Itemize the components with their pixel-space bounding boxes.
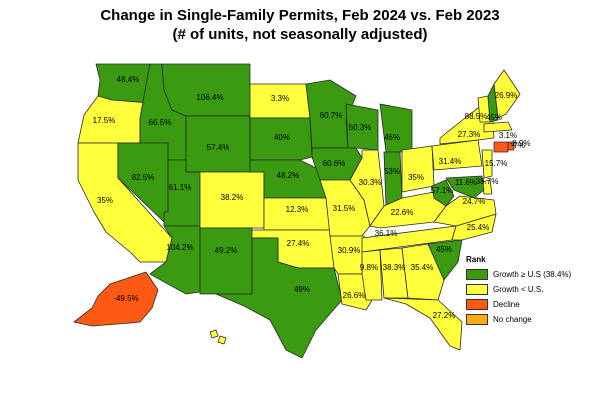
- state-mi: [379, 103, 413, 153]
- state-label-ga: 35.4%: [411, 263, 434, 272]
- legend-swatch: [466, 269, 488, 280]
- state-oh: [401, 145, 435, 193]
- state-label-tx: 49%: [294, 285, 310, 294]
- state-label-ri: -7%: [511, 141, 525, 150]
- state-ms: [361, 249, 383, 301]
- state-label-ar: 30.9%: [338, 246, 361, 255]
- state-label-nc: 25.4%: [467, 223, 490, 232]
- state-label-nv: 82.5%: [132, 173, 155, 182]
- state-nc: [451, 213, 497, 241]
- state-label-wv: 57.1%: [431, 186, 454, 195]
- state-label-mt: 106.4%: [196, 93, 223, 102]
- legend-swatch: [466, 299, 488, 310]
- state-nh: [487, 83, 499, 123]
- state-label-ny: 27.3%: [458, 130, 481, 139]
- legend-label: Decline: [493, 300, 520, 309]
- state-il: [349, 149, 385, 227]
- state-label-tn: 36.1%: [375, 229, 398, 238]
- legend-swatch: [466, 314, 488, 325]
- legend-label: Growth < U.S.: [493, 285, 544, 294]
- state-label-ct: -8.9%: [510, 139, 531, 148]
- state-label-fl: 27.2%: [433, 311, 456, 320]
- state-label-mi: 46%: [384, 133, 400, 142]
- state-label-il: 30.3%: [359, 178, 382, 187]
- state-hi: [209, 329, 227, 345]
- state-ct: [493, 141, 509, 153]
- state-label-ky: 22.6%: [391, 208, 414, 217]
- state-label-la: 26.6%: [343, 291, 366, 300]
- state-tx: [215, 237, 343, 359]
- state-label-ut: 61.1%: [169, 183, 192, 192]
- state-label-wa: 48.4%: [117, 75, 140, 84]
- state-label-az: 104.2%: [166, 243, 193, 252]
- state-ak: [73, 271, 159, 327]
- state-label-nm: 49.2%: [215, 246, 238, 255]
- state-label-pa: 31.4%: [439, 157, 462, 166]
- map-title-block: Change in Single-Family Permits, Feb 202…: [0, 6, 600, 44]
- state-label-ia: 60.6%: [323, 159, 346, 168]
- state-label-mn: 60.7%: [320, 111, 343, 120]
- state-label-ok: 27.4%: [287, 239, 310, 248]
- legend-heading: Rank: [466, 255, 486, 264]
- state-wi: [345, 103, 379, 151]
- state-label-ca: 35%: [97, 196, 113, 205]
- map-title: Change in Single-Family Permits, Feb 202…: [100, 7, 500, 24]
- state-label-de: 11.6%: [455, 178, 477, 187]
- state-label-ak: -49.5%: [113, 294, 138, 303]
- state-wv: [431, 179, 455, 207]
- state-nm: [199, 227, 253, 295]
- state-mt: [161, 63, 251, 117]
- state-label-nh: 45%: [486, 113, 502, 122]
- state-label-nd: 3.3%: [271, 94, 289, 103]
- legend-item-growth-below: Growth < U.S.: [466, 282, 586, 297]
- state-ma: [483, 121, 513, 133]
- state-label-al: 38.3%: [383, 263, 406, 272]
- state-nj: [481, 149, 493, 179]
- state-me: [493, 69, 521, 119]
- legend-label: No change: [493, 315, 532, 324]
- state-label-mo: 31.5%: [333, 204, 356, 213]
- state-label-ma: 3.1%: [499, 131, 517, 140]
- legend-swatch: [466, 284, 488, 295]
- state-label-oh: 35%: [408, 173, 424, 182]
- state-label-id: 66.5%: [149, 118, 172, 127]
- legend-label: Growth ≥ U.S (38.4%): [493, 270, 572, 279]
- state-label-wy: 57.4%: [207, 143, 230, 152]
- state-ks: [263, 197, 331, 231]
- legend-item-decline: Decline: [466, 297, 586, 312]
- state-label-me: 26.9%: [495, 91, 518, 100]
- state-label-or: 17.5%: [93, 116, 116, 125]
- state-label-md: 38.7%: [476, 177, 499, 186]
- map-legend: Rank Growth ≥ U.S (38.4%) Growth < U.S. …: [466, 255, 586, 327]
- state-label-ks: 12.3%: [286, 205, 309, 214]
- legend-item-growth-above: Growth ≥ U.S (38.4%): [466, 267, 586, 282]
- state-fl: [383, 297, 463, 351]
- state-label-sc: 45%: [436, 245, 452, 254]
- state-label-ne: 48.2%: [277, 171, 300, 180]
- state-label-in: 53%: [384, 167, 400, 176]
- state-ga: [401, 243, 445, 301]
- legend-item-no-change: No change: [466, 312, 586, 327]
- state-label-co: 38.2%: [221, 193, 244, 202]
- state-in: [383, 151, 403, 207]
- state-label-vt: 88.5%: [465, 112, 488, 121]
- state-md: [445, 175, 485, 199]
- state-label-wi: 50.3%: [349, 123, 372, 132]
- state-label-sd: 40%: [274, 133, 290, 142]
- state-label-ms: 9.8%: [360, 263, 378, 272]
- map-subtitle: (# of units, not seasonally adjusted): [172, 26, 428, 43]
- state-label-va: 24.7%: [463, 197, 486, 206]
- state-sd: [249, 117, 313, 161]
- state-label-nj: 15.7%: [485, 159, 508, 168]
- state-sc: [427, 239, 463, 281]
